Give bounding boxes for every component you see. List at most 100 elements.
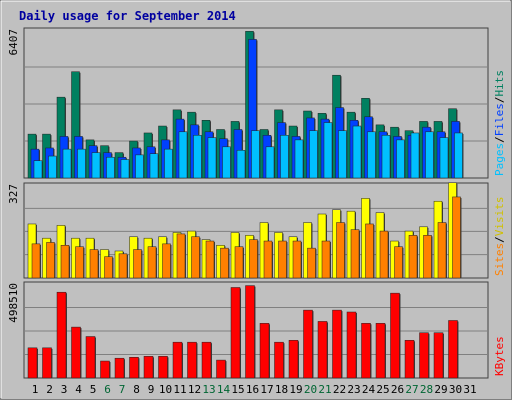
bar-kbytes-day-15	[230, 287, 241, 379]
day-label-24: 24	[362, 383, 376, 396]
bar-kbytes-day-26	[390, 292, 400, 379]
panel-visits-legend: Sites/Visits	[493, 197, 506, 277]
legend-entry: Pages	[493, 143, 506, 176]
day-label-27: 27	[405, 383, 418, 396]
bar-kbytes-day-24	[361, 323, 371, 379]
bar-sites-day-9	[147, 246, 157, 279]
bar-sites-day-28	[423, 235, 432, 279]
bar-kbytes-day-12	[187, 341, 197, 379]
panel-kbytes-max-label: 498510	[7, 283, 20, 323]
bar-pages-day-18	[280, 135, 289, 179]
bar-sites-day-24	[365, 223, 374, 279]
bar-sites-day-14	[220, 247, 229, 279]
bar-sites-day-13	[205, 240, 215, 279]
bar-pages-day-21	[323, 122, 333, 179]
bar-pages-day-27	[410, 132, 420, 179]
bar-sites-day-5	[89, 249, 99, 279]
bar-kbytes-day-17	[259, 323, 270, 379]
bar-sites-day-8	[133, 249, 142, 279]
day-label-15: 15	[231, 383, 244, 396]
day-label-21: 21	[318, 383, 331, 396]
bar-kbytes-day-20	[303, 309, 313, 379]
legend-entry: /	[493, 236, 506, 243]
legend-entry: KBytes	[493, 336, 506, 376]
bar-sites-day-21	[321, 240, 331, 279]
panel-hits-legend: Pages/Files/Hits	[493, 70, 506, 176]
bar-pages-day-4	[77, 148, 86, 179]
bar-pages-day-22	[338, 130, 347, 179]
legend-entry: Visits	[493, 197, 506, 237]
chart-title: Daily usage for September 2014	[19, 9, 236, 23]
bar-sites-day-15	[234, 246, 244, 279]
bar-sites-day-2	[46, 242, 55, 279]
bar-pages-day-20	[309, 130, 318, 179]
bar-sites-day-19	[292, 240, 302, 279]
panel-visits-max-label: 327	[7, 184, 20, 204]
bar-sites-day-10	[162, 243, 171, 279]
bar-sites-day-30	[452, 196, 461, 279]
day-label-17: 17	[260, 383, 273, 396]
bar-pages-day-6	[106, 156, 115, 179]
day-label-11: 11	[173, 383, 186, 396]
bar-sites-day-3	[60, 245, 70, 279]
day-label-7: 7	[119, 383, 126, 396]
day-label-22: 22	[333, 383, 346, 396]
bar-kbytes-day-21	[317, 321, 328, 379]
bar-sites-day-1	[31, 243, 41, 279]
bar-pages-day-17	[265, 146, 275, 179]
day-label-3: 3	[61, 383, 68, 396]
legend-entry: /	[493, 97, 506, 104]
legend-entry: Hits	[493, 70, 506, 97]
day-label-9: 9	[148, 383, 155, 396]
bar-pages-day-30	[454, 132, 463, 179]
bar-kbytes-day-9	[143, 356, 154, 379]
panel-hits-max-label: 6407	[7, 29, 20, 56]
bar-sites-day-25	[379, 230, 389, 279]
bar-kbytes-day-8	[129, 357, 139, 379]
bar-pages-day-2	[48, 155, 57, 179]
panel-visits: 327 Sites/Visits	[7, 182, 506, 279]
bar-pages-day-12	[193, 135, 202, 179]
bar-pages-day-3	[62, 148, 72, 179]
bar-kbytes-day-11	[172, 341, 183, 379]
bar-pages-day-9	[149, 153, 159, 179]
panel-kbytes-legend: KBytes	[493, 336, 506, 376]
day-label-30: 30	[449, 383, 462, 396]
bar-kbytes-day-16	[245, 285, 255, 379]
day-label-29: 29	[434, 383, 447, 396]
day-label-13: 13	[202, 383, 215, 396]
bar-kbytes-day-1	[27, 347, 38, 379]
bar-pages-day-16	[251, 130, 260, 179]
bar-kbytes-day-28	[419, 332, 429, 379]
bar-sites-day-27	[408, 235, 418, 279]
day-label-5: 5	[90, 383, 97, 396]
day-label-8: 8	[133, 383, 140, 396]
legend-entry: /	[493, 136, 506, 143]
bar-kbytes-day-23	[346, 311, 357, 379]
bar-kbytes-day-5	[85, 336, 96, 379]
bar-sites-day-11	[176, 233, 186, 279]
bar-pages-day-7	[120, 159, 130, 179]
bar-kbytes-day-27	[404, 340, 415, 379]
bar-pages-day-8	[135, 154, 144, 179]
bar-sites-day-4	[75, 246, 84, 279]
day-label-18: 18	[275, 383, 288, 396]
chart-panels: 6407Pages/Files/Hits327Sites/Visits49851…	[7, 27, 506, 379]
bar-pages-day-5	[91, 152, 101, 179]
bar-kbytes-day-30	[448, 320, 458, 379]
bar-pages-day-19	[294, 139, 304, 179]
bar-kbytes-day-10	[158, 356, 168, 379]
bar-pages-day-28	[425, 131, 434, 179]
bar-pages-day-29	[439, 137, 449, 179]
bar-kbytes-day-3	[56, 291, 67, 379]
bar-kbytes-day-25	[375, 323, 386, 379]
bar-kbytes-day-7	[114, 357, 125, 379]
day-axis: 1 2 3 4 5 6 7 8 9 10 11 12 13 14 15 16 17 18 19 20 21 22 23 24 2…	[32, 383, 477, 396]
day-label-25: 25	[376, 383, 389, 396]
day-label-14: 14	[217, 383, 231, 396]
bar-sites-day-16	[249, 239, 258, 279]
bar-kbytes-day-2	[42, 347, 52, 379]
legend-entry: Files	[493, 103, 506, 136]
